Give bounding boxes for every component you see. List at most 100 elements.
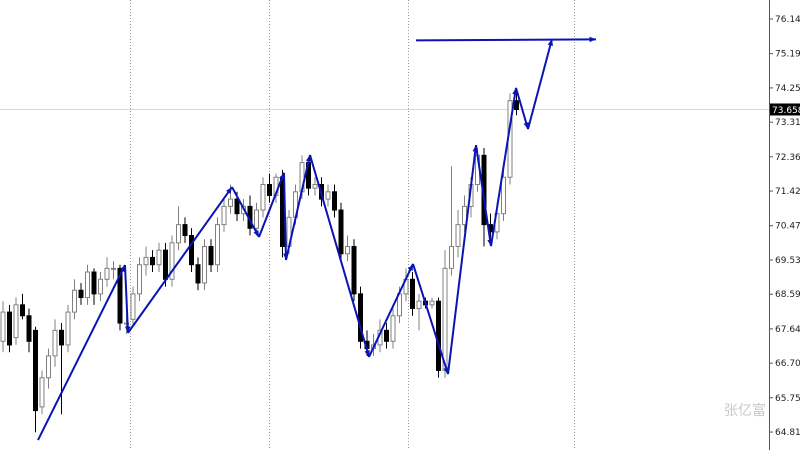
tick-label: 72.360 [775, 153, 800, 163]
arrow-head [119, 265, 125, 273]
candle-body [325, 191, 331, 200]
zigzag-segment [412, 263, 449, 375]
candle-body [163, 249, 168, 280]
candle [111, 261, 116, 280]
candle-body [455, 224, 461, 247]
zigzag-arrows [37, 36, 597, 441]
candle-body [429, 300, 435, 306]
candle [449, 166, 454, 276]
zigzag-segment [258, 172, 285, 238]
candle-body [176, 224, 181, 244]
candle [514, 93, 519, 116]
candle [416, 293, 422, 331]
candle [345, 235, 350, 262]
candle [390, 308, 396, 349]
candle-body [143, 256, 149, 266]
zigzag-segment [37, 264, 126, 441]
candle [59, 323, 64, 415]
candle-body [202, 245, 207, 284]
candle [384, 323, 389, 349]
candle-body [384, 329, 389, 342]
candle [72, 279, 77, 320]
candle-body [150, 256, 155, 266]
zigzag-segment [127, 186, 233, 334]
candle-body [410, 278, 415, 309]
candle [13, 297, 19, 345]
candle-body [130, 293, 136, 320]
candle-body [85, 271, 90, 299]
candle [221, 199, 227, 232]
period-separators [130, 0, 575, 450]
candle [52, 319, 58, 367]
candle [85, 264, 90, 305]
candle-body [390, 315, 396, 342]
tick-label: 71.420 [775, 187, 800, 197]
candle-body [501, 176, 506, 215]
candle-body [234, 198, 240, 215]
candle-body [351, 245, 357, 295]
current-price-badge [770, 103, 800, 116]
arrow-head [547, 39, 553, 46]
candle [501, 169, 506, 221]
candle-body [65, 311, 71, 346]
candle [176, 206, 181, 251]
candle [130, 286, 136, 327]
candle-body [514, 100, 519, 110]
tick-label: 67.640 [775, 325, 800, 335]
candle-body [104, 267, 110, 280]
candle [182, 217, 188, 243]
candle-body [111, 267, 116, 270]
candle-body [215, 224, 220, 266]
candle-body [208, 245, 214, 266]
candle [403, 268, 409, 302]
tick-label: 73.310 [775, 118, 800, 128]
candle-body [436, 300, 441, 371]
zigzag-segment [285, 154, 311, 261]
candle-body [26, 315, 32, 342]
candle-body [312, 184, 318, 189]
candle-body [345, 245, 350, 255]
zigzag-segment [475, 144, 492, 247]
zigzag-segment [309, 154, 370, 358]
tick-label: 64.810 [775, 428, 800, 438]
candle [260, 177, 266, 218]
candle-body [33, 329, 38, 412]
candle [325, 184, 331, 207]
arrow-head [279, 172, 285, 180]
current-price-label: 73.658 [772, 106, 800, 116]
candle [7, 304, 12, 353]
candle [312, 177, 318, 196]
candle [78, 282, 84, 305]
candle [150, 250, 155, 273]
candle-body [59, 329, 64, 346]
candle-body [156, 249, 162, 266]
candle-body [221, 205, 227, 226]
candle [351, 239, 357, 302]
candle-body [169, 242, 175, 280]
candle-body [98, 278, 103, 295]
zigzag-segment [368, 263, 414, 358]
candle-body [46, 355, 51, 379]
candle [254, 202, 259, 236]
candle [267, 173, 272, 203]
candle-body [189, 235, 194, 266]
candle [39, 370, 45, 415]
arrow-head [124, 326, 131, 333]
zigzag-segment [231, 186, 260, 238]
candle [429, 297, 435, 309]
zigzag-segment [490, 87, 517, 247]
arrow-head [253, 230, 259, 238]
candle [104, 257, 110, 287]
candle-body [416, 300, 422, 309]
zigzag-segment [527, 38, 553, 130]
candle [195, 257, 201, 291]
candle [455, 210, 461, 258]
candle [20, 293, 25, 320]
candle-body [267, 184, 272, 196]
candle-body [39, 377, 45, 408]
candle [143, 246, 149, 276]
candle [215, 217, 220, 273]
candle-body [72, 289, 77, 313]
candle-body [195, 264, 201, 284]
